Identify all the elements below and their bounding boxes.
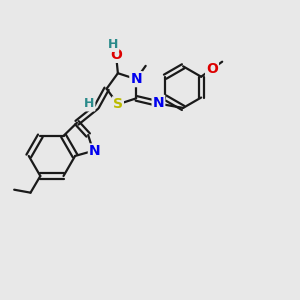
- Text: S: S: [113, 97, 123, 111]
- Text: H: H: [84, 98, 94, 110]
- Text: N: N: [130, 72, 142, 86]
- Text: O: O: [110, 48, 122, 62]
- Text: N: N: [89, 145, 100, 158]
- Text: O: O: [206, 62, 218, 76]
- Text: H: H: [108, 38, 118, 51]
- Text: N: N: [153, 96, 164, 110]
